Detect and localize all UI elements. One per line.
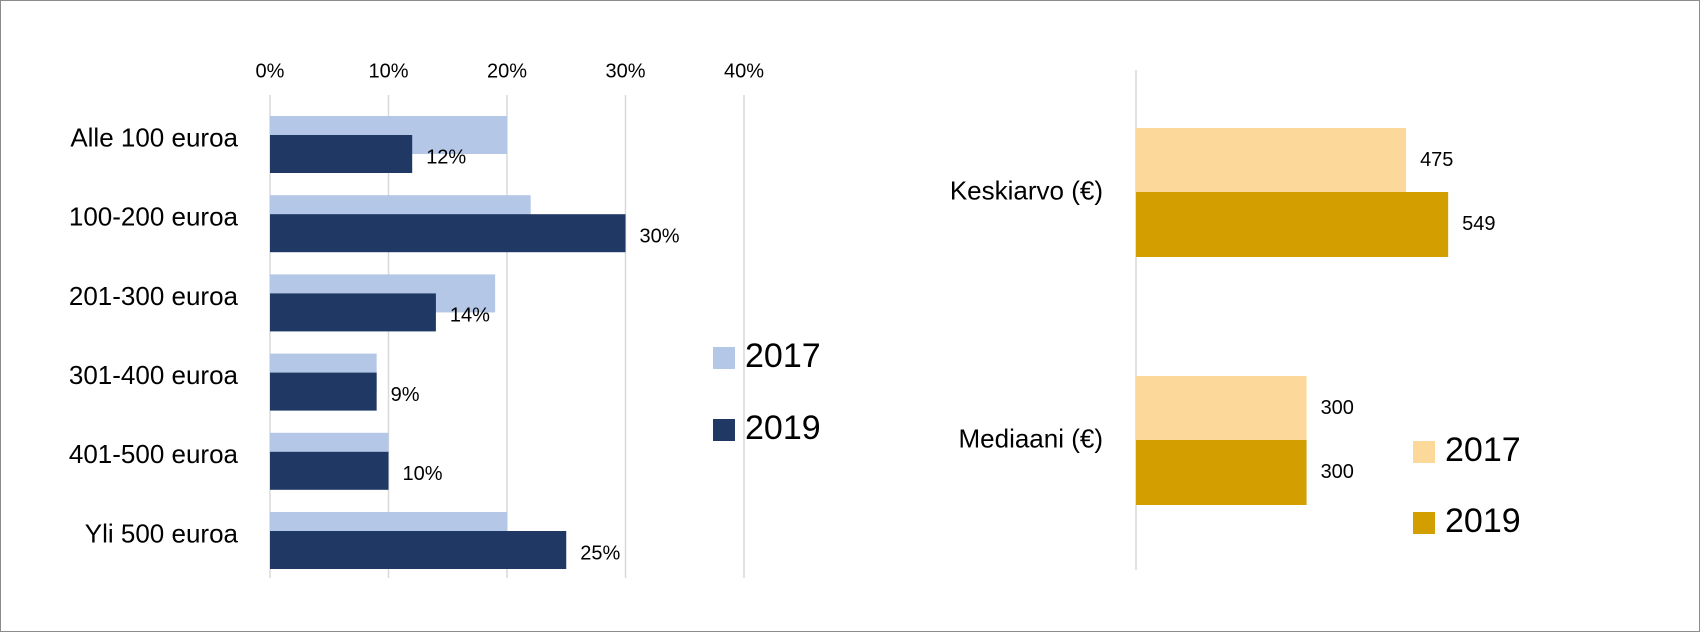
data-label: 14% [450,305,490,327]
x-tick-label: 40% [724,60,764,82]
category-label: Keskiarvo (€) [950,175,1103,205]
bar [1136,376,1307,441]
category-label: Alle 100 euroa [70,122,238,152]
legend-swatch [1413,441,1435,463]
bar [270,451,389,490]
legend-label: 2019 [745,409,821,447]
bar [270,214,626,253]
bar [1136,192,1449,257]
data-label: 12% [426,146,466,168]
legend-label: 2017 [745,337,821,375]
x-tick-label: 0% [256,60,285,82]
category-label: Mediaani (€) [958,423,1103,453]
bar [270,531,567,569]
category-label: Yli 500 euroa [85,518,239,548]
data-label: 549 [1462,213,1495,235]
bar [270,135,413,173]
bar [270,372,377,411]
x-tick-label: 20% [487,60,527,82]
category-label: 401-500 euroa [69,439,239,469]
data-label: 475 [1420,149,1453,171]
legend-label: 2019 [1445,502,1521,540]
legend-label: 2017 [1445,431,1521,469]
x-tick-label: 10% [368,60,408,82]
legend-swatch [713,347,735,369]
category-label: 100-200 euroa [69,202,239,232]
category-label: 301-400 euroa [69,360,239,390]
data-label: 300 [1321,397,1354,419]
x-tick-label: 30% [605,60,645,82]
bar [1136,440,1307,505]
category-label: 201-300 euroa [69,281,239,311]
data-label: 25% [580,542,620,564]
data-label: 300 [1321,461,1354,483]
data-label: 10% [403,463,443,485]
bar [1136,128,1407,193]
legend-swatch [1413,512,1435,534]
data-label: 30% [640,225,680,247]
data-label: 9% [391,384,420,406]
bar [270,293,436,332]
legend-swatch [713,419,735,441]
